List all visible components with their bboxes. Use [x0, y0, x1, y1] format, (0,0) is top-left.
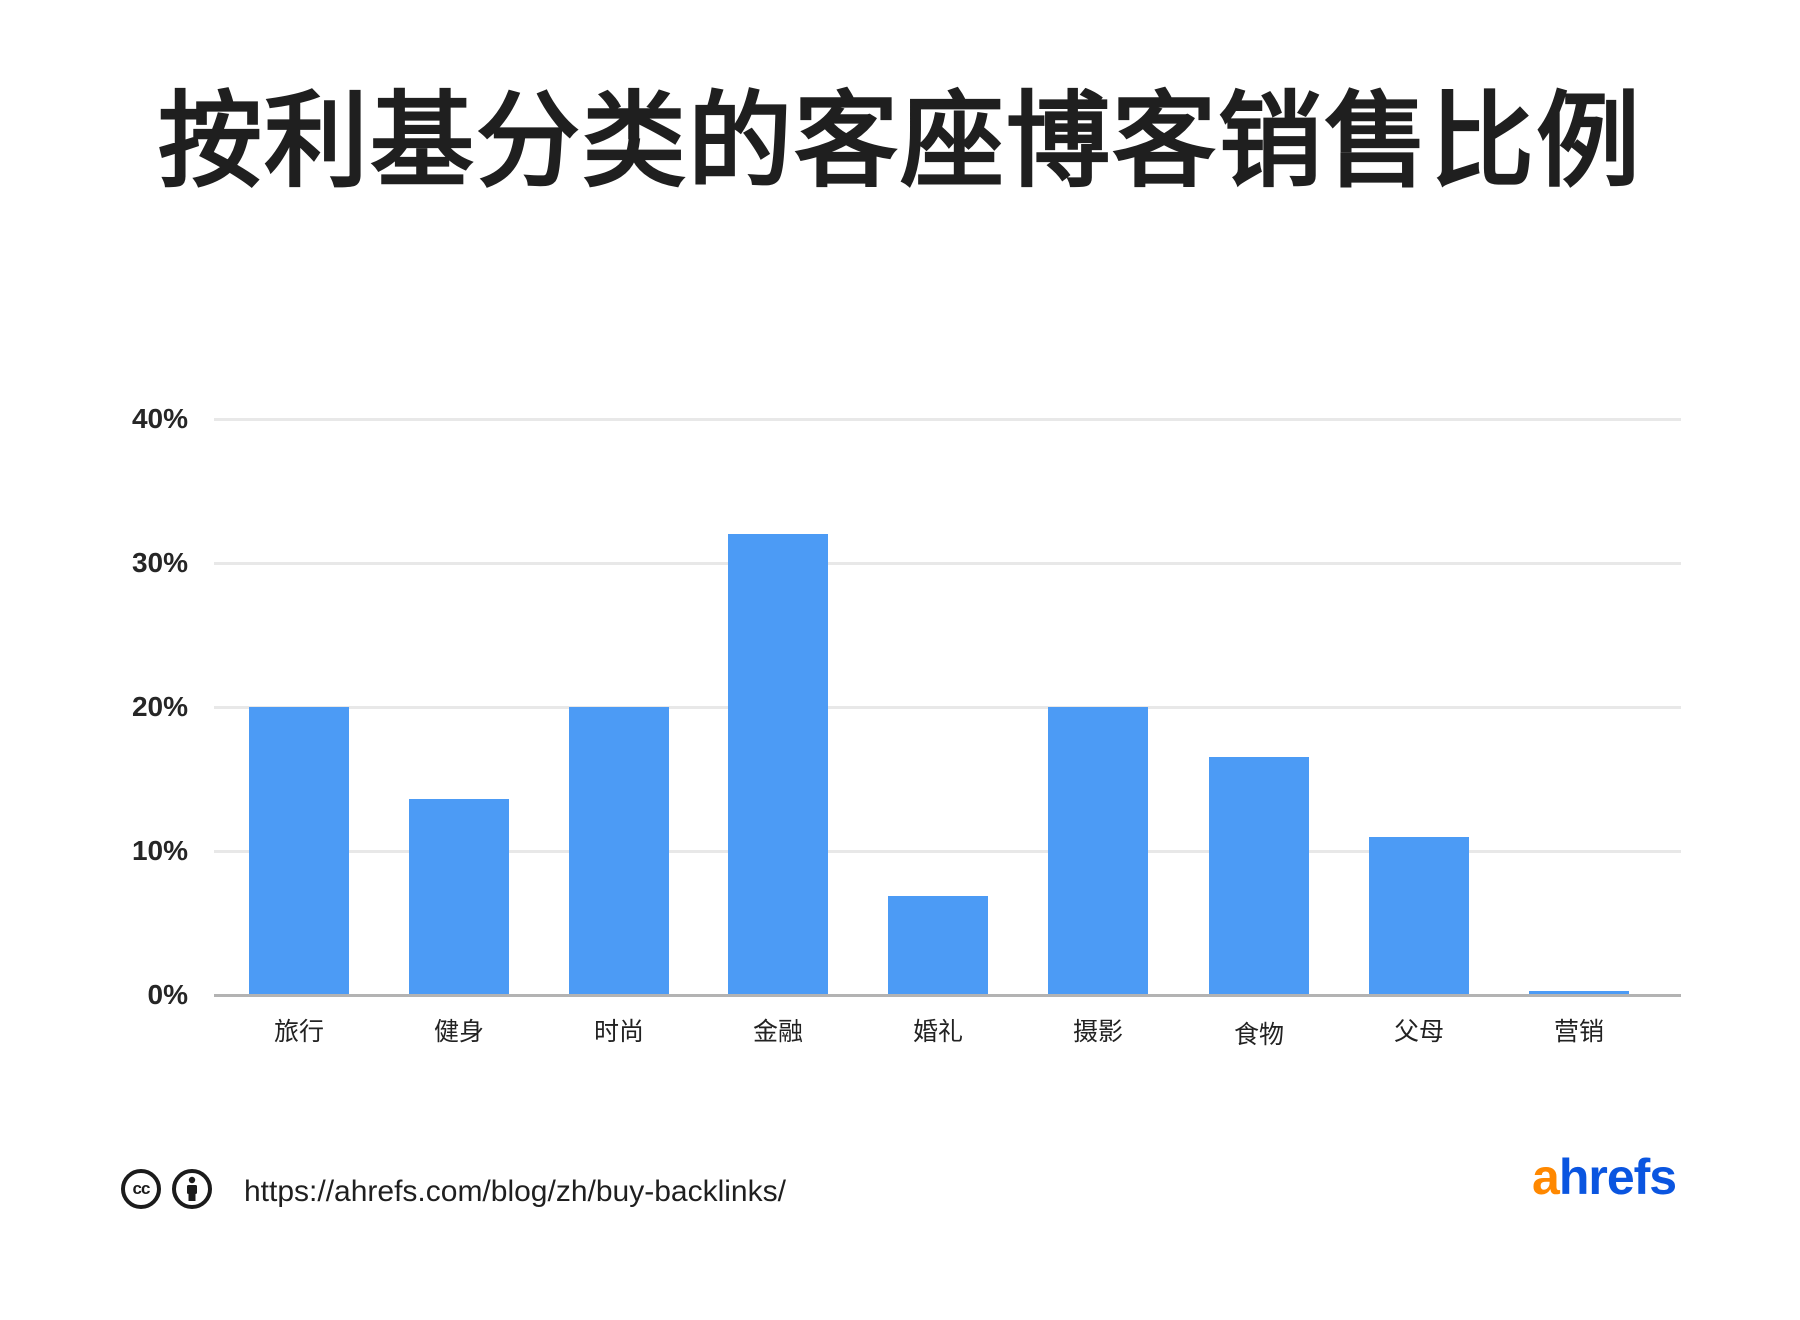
y-tick-10: 10%	[131, 835, 188, 866]
x-label-marketing: 营销	[1553, 1017, 1604, 1046]
x-label-fitness: 健身	[433, 1017, 484, 1046]
x-label-finance: 金融	[752, 1017, 803, 1046]
bar-fashion	[569, 707, 669, 995]
x-label-fashion: 时尚	[593, 1017, 644, 1046]
logo-a: a	[1532, 1149, 1560, 1205]
y-tick-40: 40%	[131, 403, 188, 434]
cc-icon: cc	[121, 1169, 161, 1209]
cc-icon-text: cc	[132, 1179, 151, 1198]
x-label-food: 食物	[1233, 1020, 1284, 1049]
gridline-40	[214, 418, 1681, 421]
source-url-link[interactable]: https://ahrefs.com/blog/zh/buy-backlinks…	[244, 1175, 786, 1208]
gridline-10	[214, 850, 1681, 853]
bar-travel	[249, 707, 349, 995]
bar-wedding	[888, 895, 988, 995]
bar-parenting	[1369, 836, 1469, 995]
gridline-30	[214, 562, 1681, 565]
y-tick-30: 30%	[131, 547, 188, 578]
bar-marketing	[1529, 990, 1629, 995]
person-glyph-icon	[187, 1176, 197, 1201]
x-axis-line	[214, 994, 1681, 997]
person-icon	[172, 1169, 212, 1209]
bar-photography	[1048, 707, 1148, 995]
y-tick-0: 0%	[147, 979, 188, 1010]
ahrefs-logo: ahrefs	[1532, 1149, 1677, 1205]
x-label-wedding: 婚礼	[912, 1017, 963, 1046]
logo-hrefs: hrefs	[1558, 1149, 1677, 1205]
x-label-parenting: 父母	[1393, 1017, 1444, 1046]
y-tick-20: 20%	[131, 691, 188, 722]
bar-fitness	[409, 799, 509, 995]
x-label-travel: 旅行	[273, 1017, 324, 1046]
bar-food	[1209, 757, 1309, 995]
gridline-20	[214, 706, 1681, 709]
x-label-photography: 摄影	[1072, 1017, 1123, 1046]
bar-finance	[728, 534, 828, 995]
chart-title: 按利基分类的客座博客销售比例	[157, 80, 1642, 202]
